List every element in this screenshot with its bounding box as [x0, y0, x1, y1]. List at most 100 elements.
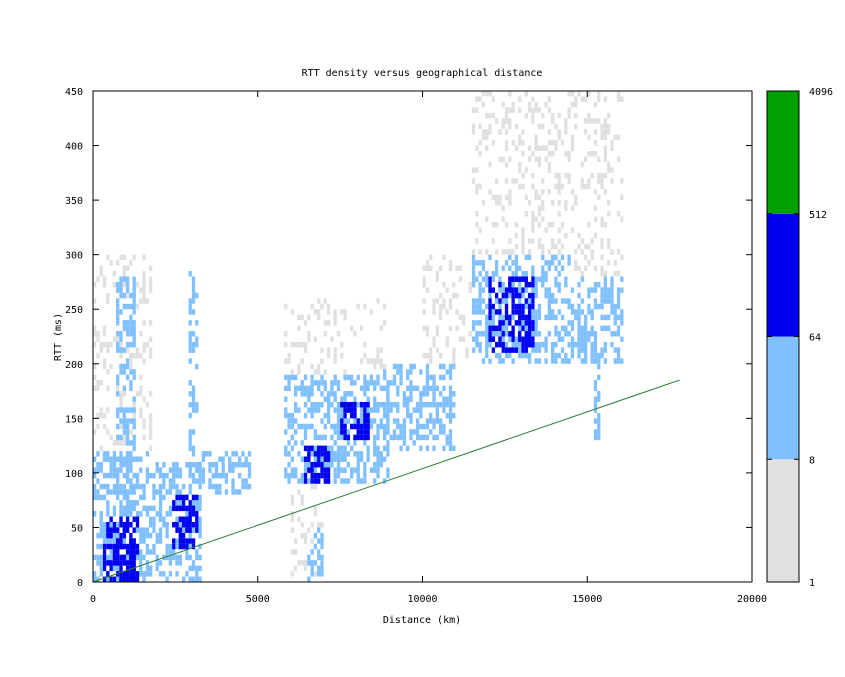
density-cell [425, 385, 430, 392]
density-cell [359, 423, 364, 430]
density-cell [198, 483, 202, 490]
density-cell [297, 314, 301, 321]
density-cell [587, 112, 591, 119]
density-cell [172, 505, 176, 512]
density-cell [481, 260, 486, 266]
density-cell [531, 325, 535, 332]
density-cell [597, 96, 601, 102]
density-cell [181, 516, 186, 522]
density-cell [514, 336, 519, 342]
density-cell [201, 478, 206, 484]
density-cell [432, 385, 436, 392]
density-cell [557, 287, 561, 293]
density-cell [132, 320, 136, 326]
density-cell [583, 314, 588, 321]
density-cell [471, 298, 476, 304]
density-cell [551, 200, 555, 206]
density-cell [547, 167, 551, 173]
density-cell [231, 478, 235, 484]
density-cell [386, 396, 390, 402]
density-cell [597, 412, 601, 419]
density-cell [363, 341, 367, 348]
density-cell [350, 407, 354, 413]
chart-title: RTT density versus geographical distance [302, 68, 543, 79]
density-cell [132, 516, 136, 522]
density-cell [488, 303, 492, 310]
density-cell [574, 249, 578, 255]
density-cell [336, 429, 341, 435]
density-cell [600, 265, 604, 272]
density-cell [112, 554, 117, 561]
density-cell [326, 445, 331, 452]
density-cell [534, 309, 538, 315]
density-cell [93, 456, 97, 462]
density-cell [290, 423, 294, 430]
density-cell [438, 363, 443, 370]
density-cell [132, 309, 136, 315]
density-cell [122, 429, 126, 435]
density-cell [168, 483, 173, 490]
density-cell [287, 385, 291, 392]
density-cell [554, 281, 558, 288]
density-cell [142, 298, 146, 304]
density-cell [518, 303, 522, 310]
density-cell [96, 412, 100, 419]
density-cell [511, 347, 515, 353]
density-cell [494, 271, 499, 277]
density-cell [600, 298, 604, 304]
density-cell [475, 145, 479, 152]
density-cell [191, 565, 196, 572]
density-cell [340, 451, 344, 457]
density-cell [518, 287, 522, 293]
density-cell [537, 161, 542, 168]
density-cell [142, 347, 146, 353]
density-cell [498, 309, 502, 315]
density-cell [590, 331, 594, 337]
density-cell [122, 543, 126, 550]
density-cell [541, 271, 545, 277]
density-cell [317, 445, 321, 452]
density-cell [326, 391, 331, 397]
density-cell [139, 549, 143, 555]
density-cell [442, 254, 446, 261]
density-cell [135, 511, 140, 517]
density-cell [139, 467, 143, 473]
density-cell [224, 472, 229, 479]
density-cell [491, 238, 495, 244]
density-cell [188, 538, 192, 544]
density-cell [597, 118, 601, 124]
density-cell [488, 325, 492, 332]
density-cell [198, 521, 202, 528]
density-cell [419, 407, 423, 413]
density-cell [340, 309, 344, 315]
density-cell [125, 472, 130, 479]
density-cell [132, 434, 136, 441]
density-cell [102, 331, 107, 337]
density-cell [185, 521, 189, 528]
density-cell [607, 200, 611, 206]
density-cell [373, 363, 377, 370]
density-cell [498, 298, 502, 304]
density-cell [129, 554, 133, 561]
density-cell [205, 451, 209, 457]
density-cell [432, 391, 436, 397]
density-cell [494, 352, 499, 359]
density-cell [445, 287, 449, 293]
density-cell [616, 156, 621, 162]
density-cell [518, 309, 522, 315]
density-cell [442, 303, 446, 310]
density-cell [610, 276, 614, 282]
density-cell [152, 505, 156, 512]
density-cell [554, 183, 558, 190]
density-cell [485, 91, 489, 97]
density-cell [188, 505, 192, 512]
density-cell [139, 391, 143, 397]
density-cell [122, 320, 126, 326]
density-cell [593, 358, 598, 364]
density-cell [353, 451, 357, 457]
density-cell [429, 412, 433, 419]
density-cell [310, 385, 314, 392]
density-cell [294, 401, 298, 408]
density-cell [132, 527, 136, 533]
density-cell [547, 331, 551, 337]
